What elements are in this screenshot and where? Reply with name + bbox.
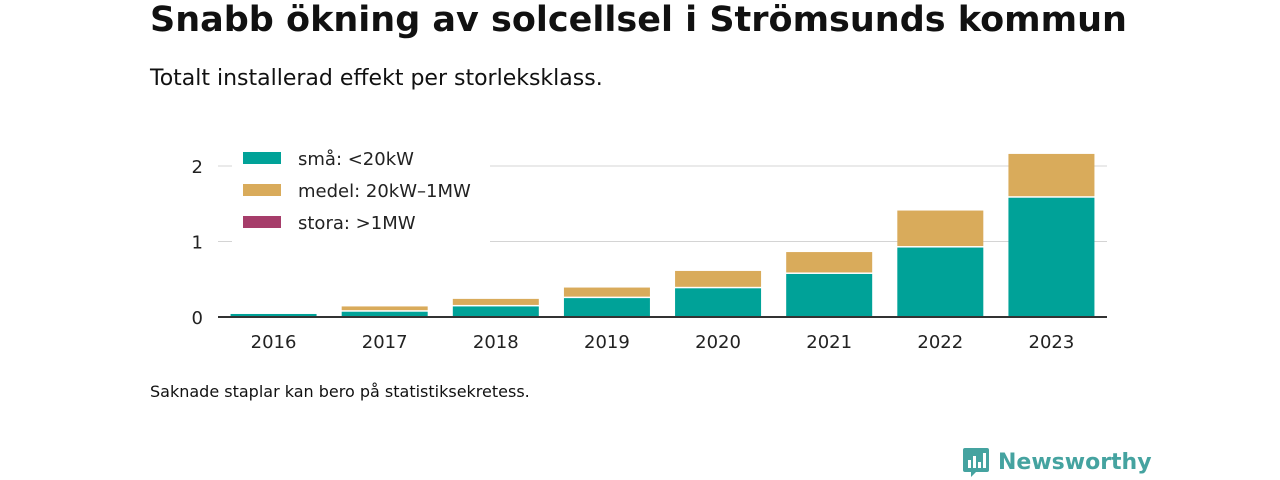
brand: Newsworthy bbox=[962, 446, 1152, 478]
legend-swatch bbox=[243, 216, 281, 228]
bar-segment bbox=[897, 247, 984, 317]
bars bbox=[230, 153, 1095, 317]
x-tick-label: 2022 bbox=[917, 332, 963, 353]
x-tick-label: 2018 bbox=[473, 332, 519, 353]
legend-label: medel: 20kW–1MW bbox=[298, 181, 471, 202]
chart-subtitle: Totalt installerad effekt per storlekskl… bbox=[150, 66, 603, 91]
y-tick-label: 2 bbox=[192, 157, 203, 178]
bar-segment bbox=[452, 298, 539, 305]
bar-segment bbox=[563, 287, 650, 297]
axes: 0 1 2 2016 2017 2018 2019 2020 2021 2022 2023 bbox=[192, 157, 1107, 353]
bar-segment bbox=[1008, 153, 1095, 197]
legend-label: stora: >1MW bbox=[298, 213, 416, 234]
bar-segment bbox=[786, 273, 873, 317]
footnote: Saknade staplar kan bero på statistiksek… bbox=[150, 382, 530, 401]
x-tick-label: 2019 bbox=[584, 332, 630, 353]
y-tick-label: 1 bbox=[192, 233, 203, 254]
x-tick-label: 2021 bbox=[806, 332, 852, 353]
legend-swatch bbox=[243, 152, 281, 164]
legend-label: små: <20kW bbox=[298, 149, 414, 170]
chart-title: Snabb ökning av solcellsel i Strömsunds … bbox=[150, 0, 1127, 40]
newsworthy-logo-icon bbox=[963, 448, 989, 477]
bar-segment bbox=[230, 313, 317, 317]
y-tick-label: 0 bbox=[192, 308, 203, 329]
bar-segment bbox=[897, 210, 984, 247]
x-tick-label: 2020 bbox=[695, 332, 741, 353]
brand-name: Newsworthy bbox=[998, 449, 1152, 475]
bar-segment bbox=[1008, 197, 1095, 317]
bar-segment bbox=[675, 288, 762, 317]
x-tick-label: 2023 bbox=[1029, 332, 1075, 353]
legend-swatch bbox=[243, 184, 281, 196]
x-tick-label: 2017 bbox=[362, 332, 408, 353]
bar-segment bbox=[675, 270, 762, 287]
bar-segment bbox=[786, 252, 873, 273]
bar-segment bbox=[341, 306, 428, 311]
legend: små: <20kW medel: 20kW–1MW stora: >1MW bbox=[232, 143, 490, 243]
bar-segment bbox=[452, 306, 539, 317]
bar-segment bbox=[563, 298, 650, 317]
x-tick-label: 2016 bbox=[251, 332, 297, 353]
bar-segment bbox=[341, 311, 428, 317]
